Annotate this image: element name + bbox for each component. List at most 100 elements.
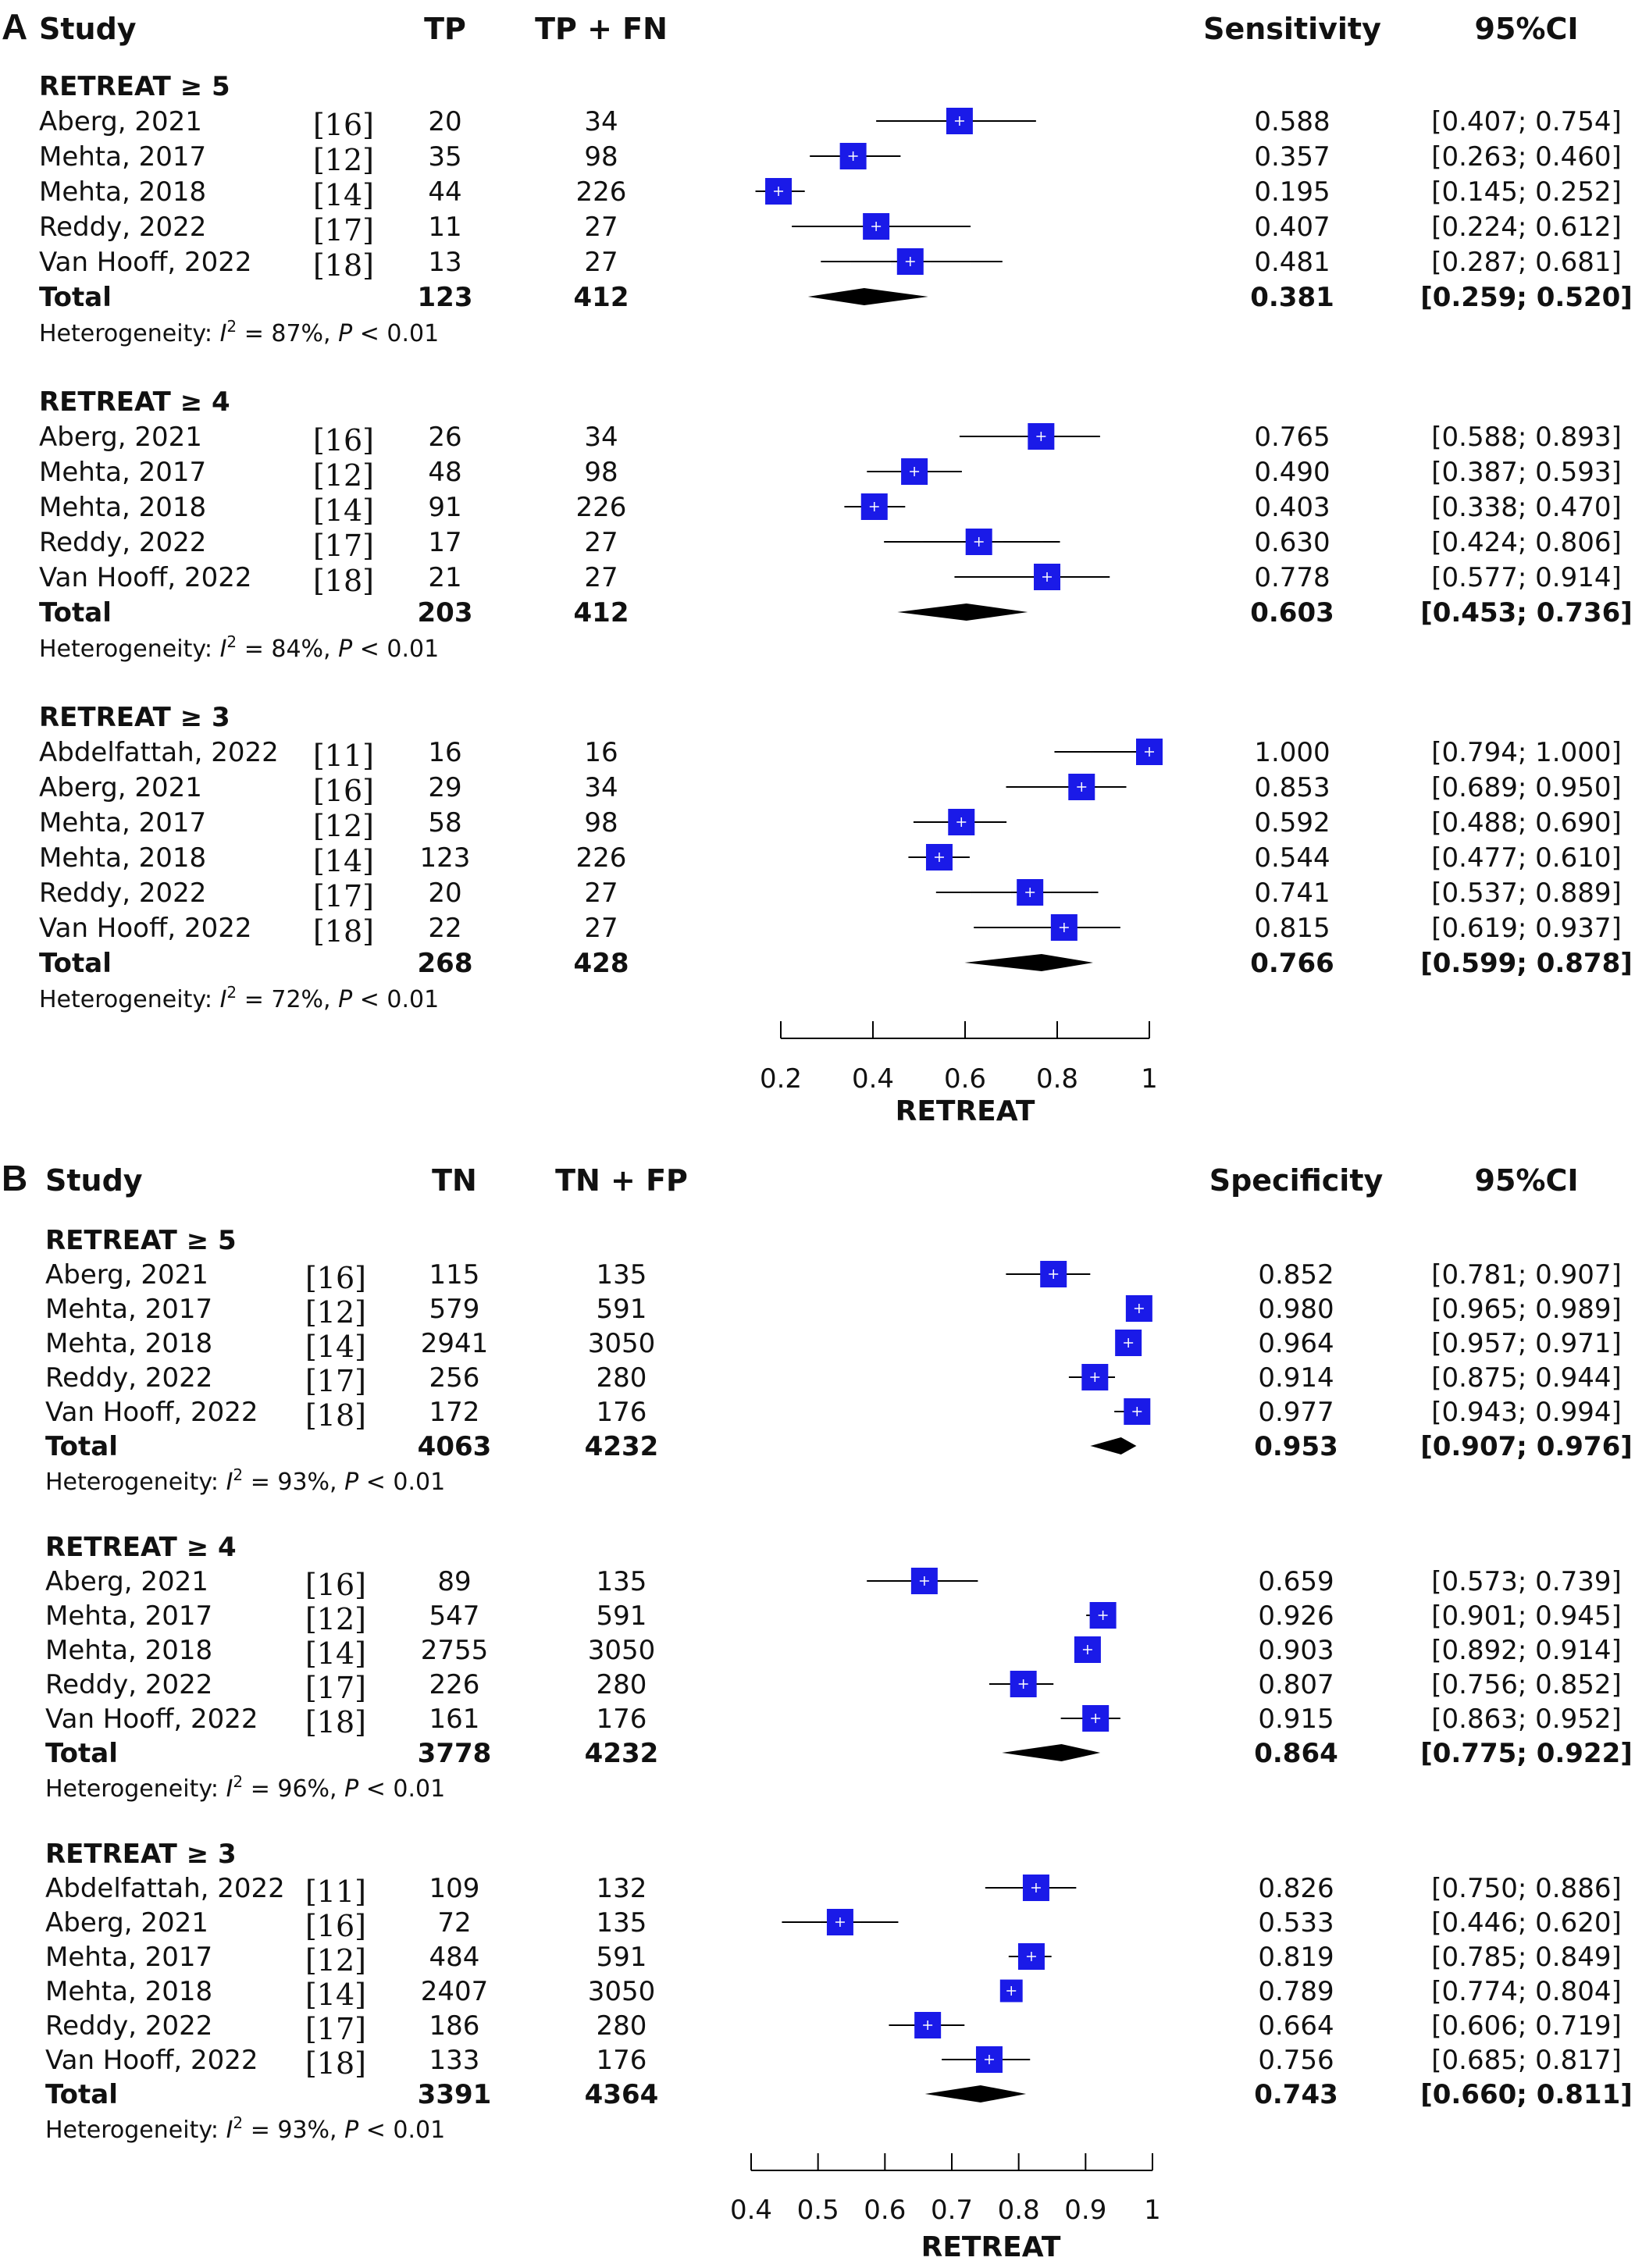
study-name: Aberg, 2021 xyxy=(39,422,202,453)
study-ref: [17] xyxy=(313,213,374,247)
total-count: 4063 xyxy=(418,1431,492,1462)
study-name: Reddy, 2022 xyxy=(39,878,206,909)
subgroup-title: RETREAT ≥ 4 xyxy=(39,386,230,418)
study-name: Abdelfattah, 2022 xyxy=(39,737,279,768)
study-name: Mehta, 2018 xyxy=(45,1635,212,1666)
study-row: Van Hooff, 2022 [18] 161 176 0.915 [0.863; 0.… xyxy=(45,1704,1622,1739)
pooled-diamond xyxy=(964,954,1094,971)
heterogeneity-suffix: < 0.01 xyxy=(352,986,439,1013)
study-total: 3050 xyxy=(588,1976,656,2007)
header-study: Study xyxy=(39,12,137,46)
header-ci: 95%CI xyxy=(1475,1163,1579,1198)
study-ref: [18] xyxy=(305,1398,366,1433)
subgroup-title: RETREAT ≥ 5 xyxy=(45,1225,237,1256)
x-axis: 0.4 0.5 0.6 0.7 0.8 0.9 1 RETREAT xyxy=(730,2153,1161,2263)
study-ci: [0.685; 0.817] xyxy=(1431,2045,1621,2076)
study-estimate: 0.756 xyxy=(1258,2045,1334,2076)
study-total: 98 xyxy=(584,807,618,838)
study-ref: [17] xyxy=(313,879,374,913)
study-name: Mehta, 2018 xyxy=(39,842,206,874)
study-ref: [11] xyxy=(305,1875,366,1909)
study-row: Reddy, 2022 [17] 20 27 0.741 [0.537; 0.889] xyxy=(39,878,1622,913)
study-total: 27 xyxy=(584,878,618,909)
study-count: 13 xyxy=(428,247,461,278)
pooled-diamond xyxy=(807,288,928,305)
study-count: 44 xyxy=(428,176,461,208)
study-estimate: 0.815 xyxy=(1254,913,1330,944)
study-ci: [0.577; 0.914] xyxy=(1431,562,1621,593)
study-total: 135 xyxy=(597,1566,647,1597)
study-ci: [0.901; 0.945] xyxy=(1431,1600,1621,1632)
study-ci: [0.488; 0.690] xyxy=(1431,807,1621,838)
study-ref: [12] xyxy=(313,458,374,493)
study-count: 91 xyxy=(428,492,461,523)
study-estimate: 0.592 xyxy=(1254,807,1330,838)
heterogeneity-p: P xyxy=(338,986,353,1013)
study-count: 48 xyxy=(428,457,461,488)
study-ref: [16] xyxy=(313,774,374,808)
study-row: Mehta, 2018 [14] 91 226 0.403 [0.338; 0.470] xyxy=(39,492,1622,528)
study-total: 135 xyxy=(597,1907,647,1939)
study-row: Reddy, 2022 [17] 11 27 0.407 [0.224; 0.612] xyxy=(39,212,1622,247)
tick-label: 1 xyxy=(1144,2195,1161,2226)
study-count: 17 xyxy=(428,527,461,558)
total-row: Total 268 428 0.766 [0.599; 0.878] xyxy=(39,948,1633,979)
total-total: 412 xyxy=(574,282,629,313)
study-ref: [12] xyxy=(305,1943,366,1978)
tick-label: 0.2 xyxy=(760,1063,802,1095)
total-estimate: 0.603 xyxy=(1250,597,1334,628)
total-label: Total xyxy=(39,282,112,313)
heterogeneity-mid: = 93%, xyxy=(243,1469,344,1496)
study-estimate: 0.980 xyxy=(1258,1294,1334,1325)
study-ci: [0.619; 0.937] xyxy=(1431,913,1621,944)
total-label: Total xyxy=(39,948,112,979)
pooled-diamond xyxy=(924,2085,1027,2102)
study-total: 34 xyxy=(584,106,618,137)
study-count: 226 xyxy=(429,1669,480,1700)
tick-label: 0.6 xyxy=(864,2195,906,2226)
study-name: Mehta, 2017 xyxy=(45,1600,212,1632)
study-estimate: 0.659 xyxy=(1258,1566,1334,1597)
study-ci: [0.145; 0.252] xyxy=(1431,176,1621,208)
heterogeneity-prefix: Heterogeneity: xyxy=(39,636,220,663)
study-ci: [0.774; 0.804] xyxy=(1431,1976,1621,2007)
subgroup: RETREAT ≥ 3 Abdelfattah, 2022 [11] 16 16 1.00… xyxy=(39,702,1633,1013)
study-name: Mehta, 2018 xyxy=(45,1976,212,2007)
subgroup-title: RETREAT ≥ 3 xyxy=(39,702,230,733)
study-ref: [16] xyxy=(305,1261,366,1295)
heterogeneity-prefix: Heterogeneity: xyxy=(39,986,220,1013)
study-count: 35 xyxy=(428,141,461,173)
total-label: Total xyxy=(45,1431,118,1462)
study-ci: [0.965; 0.989] xyxy=(1431,1294,1621,1325)
study-ci: [0.287; 0.681] xyxy=(1431,247,1621,278)
study-row: Mehta, 2017 [12] 484 591 0.819 [0.785; 0.849] xyxy=(45,1942,1622,1978)
study-ci: [0.756; 0.852] xyxy=(1431,1669,1621,1700)
study-total: 132 xyxy=(597,1873,647,1904)
study-estimate: 0.853 xyxy=(1254,772,1330,803)
tick-label: 1 xyxy=(1141,1063,1158,1095)
heterogeneity-suffix: < 0.01 xyxy=(358,1469,445,1496)
study-estimate: 0.852 xyxy=(1258,1259,1334,1291)
study-ci: [0.477; 0.610] xyxy=(1431,842,1621,874)
study-ref: [14] xyxy=(305,1636,366,1671)
study-row: Van Hooff, 2022 [18] 21 27 0.778 [0.577; 0.91… xyxy=(39,562,1622,598)
study-total: 176 xyxy=(597,1704,647,1735)
study-row: Aberg, 2021 [16] 29 34 0.853 [0.689; 0.950] xyxy=(39,772,1622,808)
study-estimate: 0.407 xyxy=(1254,212,1330,243)
tick-label: 0.4 xyxy=(852,1063,894,1095)
total-row: Total 203 412 0.603 [0.453; 0.736] xyxy=(39,597,1633,628)
study-count: 484 xyxy=(429,1942,480,1973)
heterogeneity-stat: Heterogeneity: I2 = 87%, P < 0.01 xyxy=(39,317,439,347)
study-ref: [14] xyxy=(313,844,374,878)
study-count: 26 xyxy=(428,422,461,453)
heterogeneity-prefix: Heterogeneity: xyxy=(45,1469,226,1496)
study-ci: [0.875; 0.944] xyxy=(1431,1362,1621,1394)
study-count: 133 xyxy=(429,2045,480,2076)
total-estimate: 0.766 xyxy=(1250,948,1334,979)
study-count: 11 xyxy=(428,212,461,243)
tick-label: 0.5 xyxy=(797,2195,839,2226)
study-name: Van Hooff, 2022 xyxy=(39,913,252,944)
study-ci: [0.943; 0.994] xyxy=(1431,1397,1621,1428)
total-ci: [0.907; 0.976] xyxy=(1420,1431,1633,1462)
